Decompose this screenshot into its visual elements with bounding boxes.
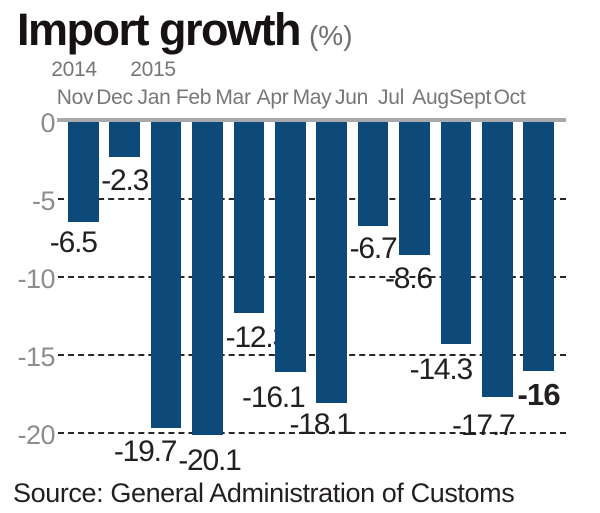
bar-jul xyxy=(399,122,430,256)
x-axis-label-oct: Oct xyxy=(493,86,526,109)
bar-nov xyxy=(68,122,99,223)
x-axis-label-jul: Jul xyxy=(378,86,404,109)
bar-oct xyxy=(523,122,554,371)
bar-value-label-jun: -6.7 xyxy=(349,231,398,265)
x-axis-label-apr: Apr xyxy=(256,86,289,109)
bar-jan xyxy=(150,122,182,429)
bar-value-label-aug: -14.3 xyxy=(409,353,474,387)
x-axis-label-dec: Dec xyxy=(96,86,133,109)
x-axis-label-sept: Sept xyxy=(449,86,491,109)
bar-value-label-jan: -19.7 xyxy=(113,435,178,469)
x-axis-label-nov: Nov xyxy=(56,86,94,109)
gridline--5 xyxy=(58,198,566,200)
x-axis-label-feb: Feb xyxy=(175,86,212,109)
bar-may xyxy=(316,122,347,404)
y-axis-label: -5 xyxy=(31,186,56,216)
bar-aug xyxy=(440,122,472,345)
x-axis-label-jun: Jun xyxy=(335,86,368,109)
bar-value-label-jul: -8.6 xyxy=(384,262,433,296)
gridline--20 xyxy=(58,432,566,434)
bar-value-label-feb: -20.1 xyxy=(178,443,242,477)
bar-value-label-apr: -16.1 xyxy=(242,381,306,415)
bar-sept xyxy=(482,122,513,398)
bar-value-label-sept: -17.7 xyxy=(452,409,516,443)
gridline--15 xyxy=(58,354,566,356)
y-axis-label: 0 xyxy=(40,108,55,138)
x-axis-label-mar: Mar xyxy=(215,86,251,109)
source-attribution: Source: General Administration of Custom… xyxy=(13,478,515,508)
x-axis-label-may: May xyxy=(292,86,332,109)
chart-title: Import growth xyxy=(17,4,301,55)
bar-feb xyxy=(192,122,223,435)
year-label-2014: 2014 xyxy=(51,58,97,81)
bar-jun xyxy=(357,122,389,226)
bar-apr xyxy=(275,122,306,373)
y-axis-label: -10 xyxy=(17,264,55,294)
bar-value-label-may: -18.1 xyxy=(289,408,353,442)
bar-mar xyxy=(233,122,265,313)
bar-dec xyxy=(109,122,140,157)
y-axis-label: -15 xyxy=(17,342,55,372)
x-axis-label-jan: Jan xyxy=(137,86,171,109)
chart-header: Import growth (%) xyxy=(17,4,353,56)
year-label-2015: 2015 xyxy=(130,58,176,81)
bar-value-label-nov: -6.5 xyxy=(49,226,98,260)
y-axis-label: -20 xyxy=(17,420,55,450)
bar-value-label-dec: -2.3 xyxy=(101,163,149,197)
bar-value-label-oct: -16 xyxy=(517,376,560,412)
gridline--10 xyxy=(58,276,566,278)
zero-axis-line xyxy=(57,118,566,122)
chart-unit-label: (%) xyxy=(308,20,353,51)
x-axis-label-aug: Aug xyxy=(412,86,449,109)
